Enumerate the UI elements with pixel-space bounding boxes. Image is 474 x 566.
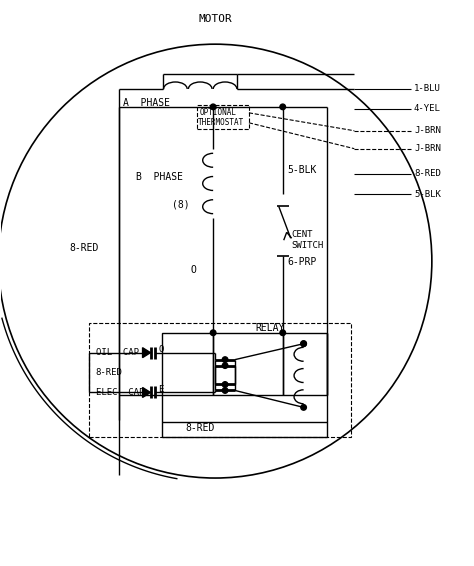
Bar [89,323,351,438]
Text: O: O [190,265,196,275]
Text: 8-RED: 8-RED [69,243,99,253]
Text: OIL  CAP: OIL CAP [96,348,139,357]
Text: J-BRN: J-BRN [414,144,441,153]
Text: ELEC  CAP: ELEC CAP [96,388,144,397]
Polygon shape [143,388,151,397]
Circle shape [301,341,306,346]
Circle shape [210,104,216,110]
Text: O: O [158,345,164,354]
Circle shape [280,104,285,110]
Text: 8-RED: 8-RED [414,169,441,178]
Text: 6-PRP: 6-PRP [288,257,317,267]
Text: THERMOSTAT: THERMOSTAT [198,118,245,127]
Text: 8-RED: 8-RED [185,423,215,434]
Text: 5-BLK: 5-BLK [414,190,441,199]
Circle shape [222,388,228,393]
Text: SWITCH: SWITCH [292,241,324,250]
Circle shape [222,381,228,387]
Text: RELAY: RELAY [255,323,284,333]
Bar [163,333,328,422]
Text: 4-YEL: 4-YEL [414,104,441,113]
Text: 5-BLK: 5-BLK [288,165,317,174]
Text: A  PHASE: A PHASE [123,98,170,108]
Text: E: E [158,385,164,394]
Circle shape [301,405,306,410]
Circle shape [222,357,228,362]
Circle shape [222,363,228,368]
Text: (8): (8) [173,199,190,209]
Text: B  PHASE: B PHASE [136,171,182,182]
Text: J-BRN: J-BRN [414,126,441,135]
Bar [197,105,249,128]
Text: 8-RED: 8-RED [96,368,123,377]
Text: MOTOR: MOTOR [198,14,232,24]
Circle shape [280,330,285,336]
Polygon shape [143,348,151,358]
Circle shape [301,341,306,346]
Text: CENT: CENT [292,230,313,239]
Circle shape [210,330,216,336]
Text: 1-BLU: 1-BLU [414,84,441,93]
Text: OPTIONAL: OPTIONAL [199,108,236,117]
